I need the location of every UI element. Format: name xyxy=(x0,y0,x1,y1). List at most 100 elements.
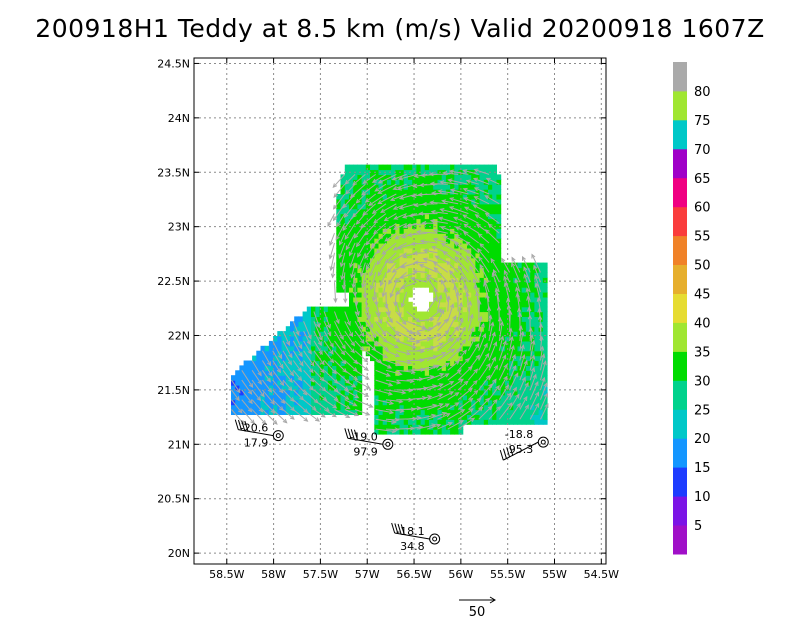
wind-arrow xyxy=(261,350,272,366)
speed-cell xyxy=(496,370,502,376)
speed-cell xyxy=(412,365,417,371)
speed-cell xyxy=(542,262,548,269)
speed-cell xyxy=(353,331,358,337)
wind-arrowhead xyxy=(532,373,537,379)
speed-cell xyxy=(429,174,434,180)
speed-cell xyxy=(462,179,468,185)
wind-arrowhead xyxy=(371,178,377,183)
speed-cell xyxy=(483,306,489,313)
speed-cell xyxy=(315,394,321,401)
speed-cell xyxy=(399,257,405,264)
wind-arrowhead xyxy=(472,277,477,284)
wind-arrowhead xyxy=(379,281,384,287)
speed-cell xyxy=(391,213,396,220)
wind-arrowhead xyxy=(463,206,469,211)
speed-cell xyxy=(382,233,388,239)
speed-cell xyxy=(319,394,325,401)
speed-cell xyxy=(467,340,472,347)
speed-cell xyxy=(450,247,455,254)
speed-cell xyxy=(374,198,380,205)
speed-cell xyxy=(260,375,266,381)
speed-cell xyxy=(530,267,535,273)
speed-cell xyxy=(542,331,548,337)
wind-arrowhead xyxy=(240,420,246,426)
wind-arrow xyxy=(385,360,401,366)
speed-cell xyxy=(496,213,502,220)
speed-cell xyxy=(521,331,527,337)
speed-cell xyxy=(256,385,262,391)
speed-cell xyxy=(500,414,506,420)
wind-arrowhead xyxy=(329,342,334,349)
speed-cell xyxy=(247,385,253,391)
speed-cell xyxy=(323,370,329,376)
speed-cell xyxy=(252,365,257,371)
wind-arrowhead xyxy=(492,398,498,404)
speed-cell xyxy=(336,375,342,381)
speed-cell xyxy=(403,228,409,234)
speed-cell xyxy=(408,321,413,327)
wind-arrow xyxy=(345,174,356,185)
wind-arrow xyxy=(437,413,450,420)
speed-cell xyxy=(504,267,510,273)
speed-cell xyxy=(353,370,358,376)
speed-cell xyxy=(542,350,548,357)
speed-cell xyxy=(395,429,401,435)
speed-cell xyxy=(408,238,413,244)
speed-cell xyxy=(471,394,476,401)
wind-barb-flag xyxy=(394,523,399,534)
speed-cell xyxy=(471,365,476,371)
speed-cell xyxy=(483,370,489,376)
speed-cell xyxy=(420,203,426,210)
speed-cell xyxy=(424,228,430,234)
speed-cell xyxy=(349,350,354,357)
speed-cell xyxy=(450,375,455,381)
speed-cell xyxy=(416,198,422,205)
speed-cell xyxy=(416,336,422,342)
speed-cell xyxy=(403,287,409,293)
speed-cell xyxy=(458,243,464,249)
speed-cell xyxy=(445,203,451,210)
speed-cell xyxy=(302,375,308,381)
speed-cell xyxy=(488,267,493,273)
speed-cell xyxy=(386,345,392,352)
speed-cell xyxy=(471,340,476,347)
speed-cell xyxy=(252,385,257,391)
speed-cell xyxy=(483,184,489,190)
wind-arrowhead xyxy=(401,253,407,259)
wind-arrowhead xyxy=(439,373,445,378)
speed-cell xyxy=(534,292,540,298)
speed-cell xyxy=(462,262,468,269)
speed-cell xyxy=(534,336,540,342)
wind-arrow xyxy=(272,379,284,393)
speed-cell xyxy=(378,424,384,430)
speed-cell xyxy=(353,164,358,171)
wind-arrow xyxy=(426,309,442,322)
speed-cell xyxy=(260,394,266,401)
speed-cell xyxy=(420,389,426,396)
speed-cell xyxy=(332,375,337,381)
speed-cell xyxy=(336,203,342,210)
speed-cell xyxy=(521,355,527,362)
speed-cell xyxy=(403,355,409,362)
speed-cell xyxy=(399,394,405,401)
speed-cell xyxy=(513,340,519,347)
speed-cell xyxy=(344,184,350,190)
speed-cell xyxy=(386,184,392,190)
wind-arrowhead xyxy=(397,371,403,376)
speed-cell xyxy=(386,321,392,327)
speed-cell xyxy=(488,272,493,278)
speed-cell xyxy=(353,345,358,352)
wind-arrowhead xyxy=(298,352,303,358)
speed-cell xyxy=(483,223,489,229)
speed-cell xyxy=(311,316,316,322)
speed-cell xyxy=(441,247,447,254)
speed-cell xyxy=(521,296,527,303)
speed-cell xyxy=(483,164,489,171)
wind-arrow xyxy=(437,330,449,342)
speed-cell xyxy=(382,399,388,406)
speed-cell xyxy=(268,389,274,396)
speed-cell xyxy=(365,282,371,288)
speed-cell xyxy=(445,174,451,180)
axes: 58.5W 58W 57.5W 57W 56.5W 56W 55.5W 55W 54.5W20N… xyxy=(157,57,619,581)
speed-cell xyxy=(534,414,540,420)
